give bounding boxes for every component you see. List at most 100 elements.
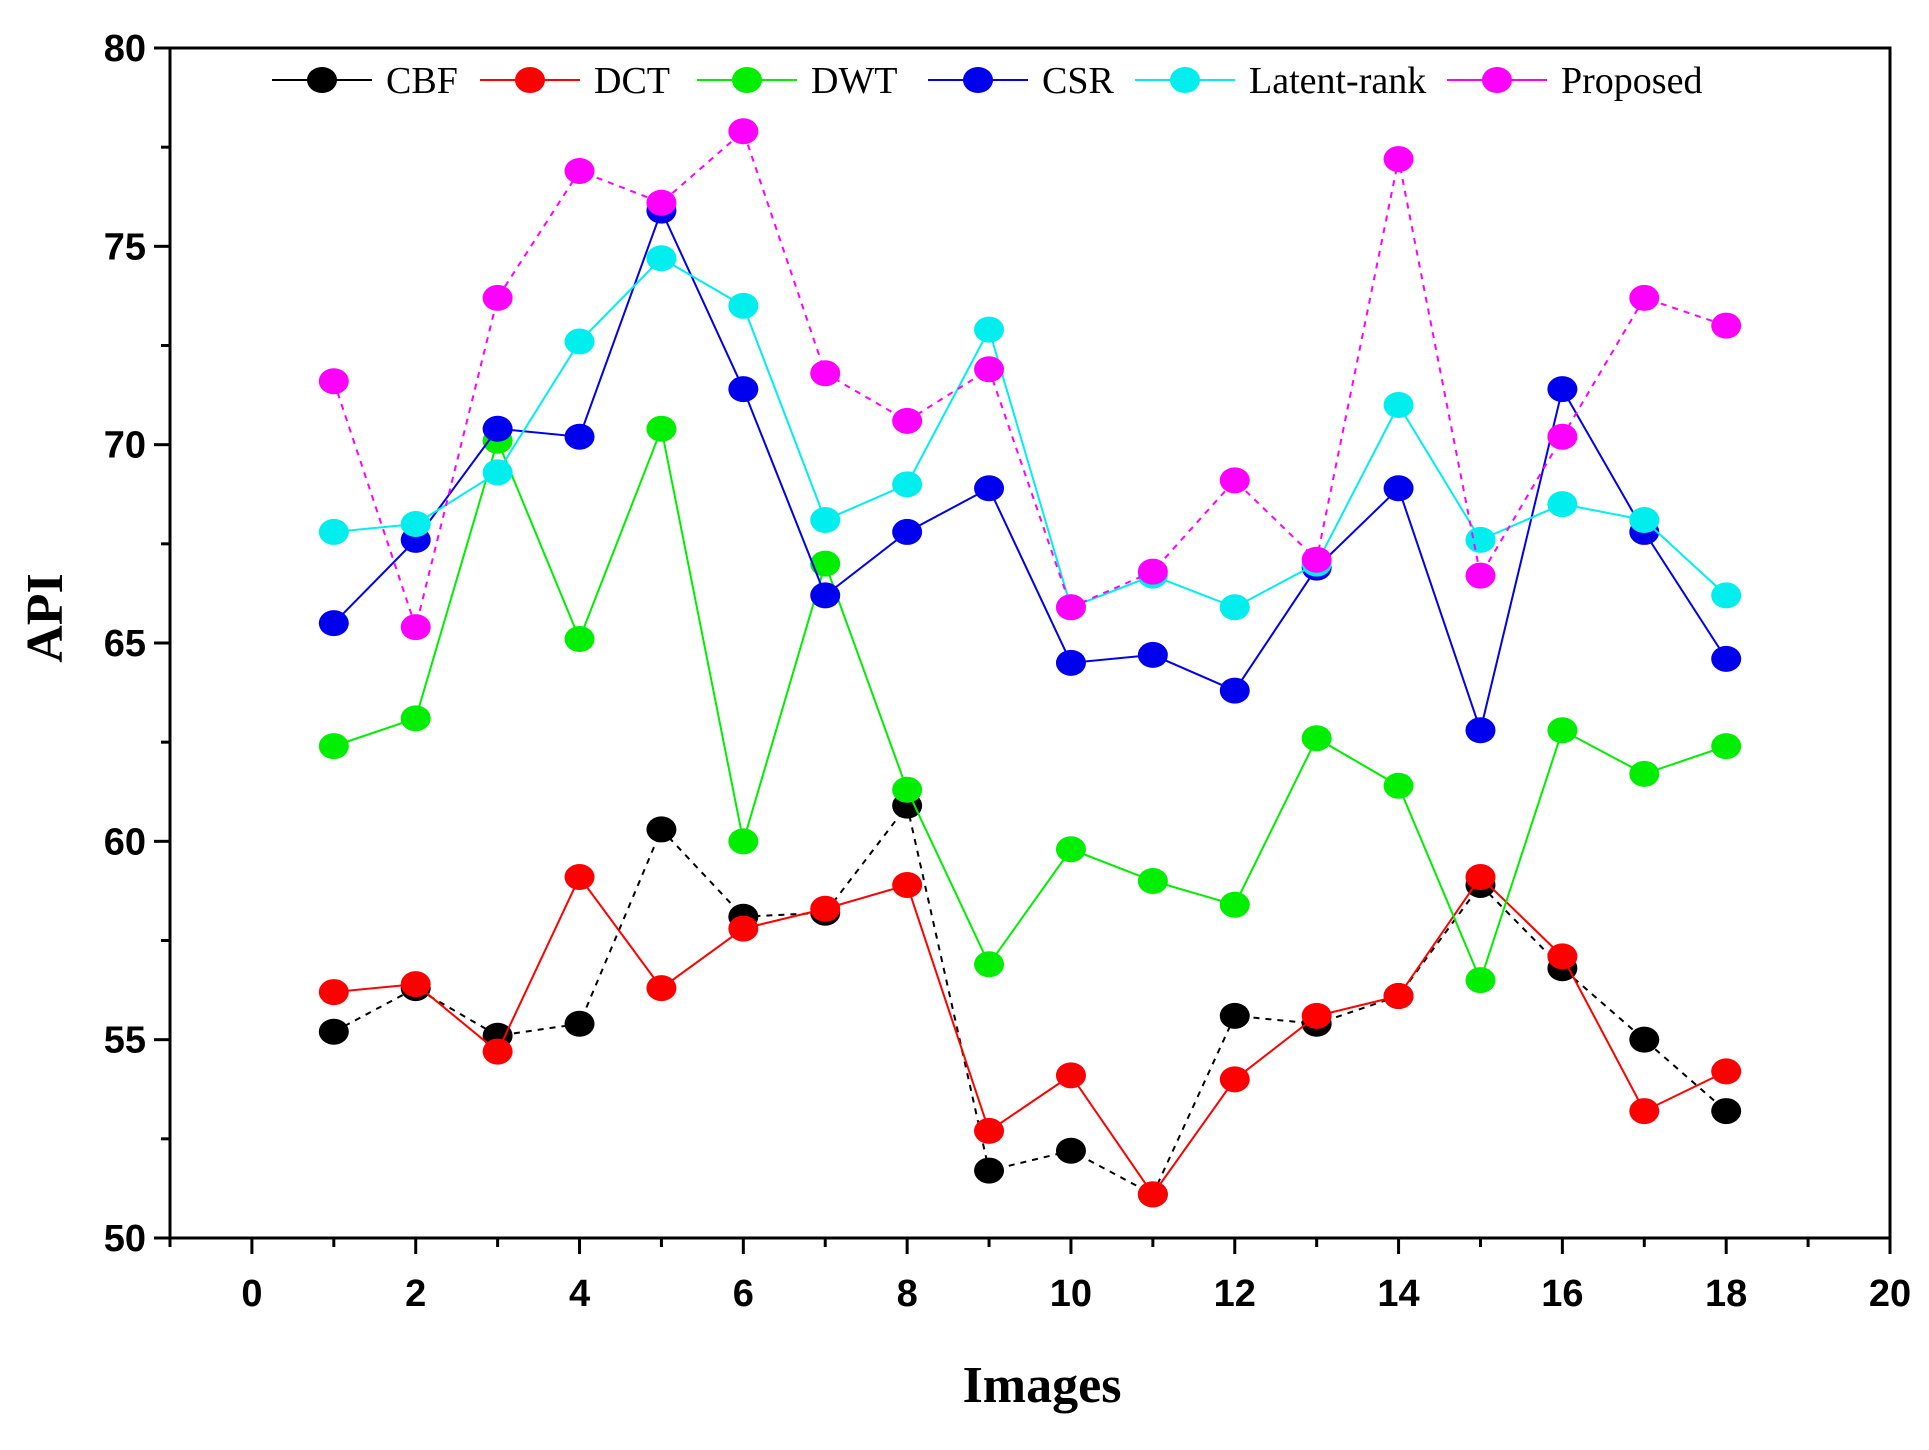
- legend-label-cbf: CBF: [386, 60, 458, 102]
- data-point-latent-rank: [1219, 594, 1250, 621]
- data-point-dwt: [1301, 725, 1332, 752]
- data-point-csr: [564, 423, 595, 450]
- data-point-csr: [482, 415, 513, 442]
- data-point-latent-rank: [1383, 392, 1414, 418]
- legend-marker-cbf: [307, 67, 337, 93]
- data-point-dct: [564, 864, 595, 891]
- y-tick-label: 60: [104, 821, 146, 863]
- y-tick-label: 70: [104, 425, 146, 467]
- x-tick-label: 12: [1214, 1273, 1256, 1315]
- data-point-dct: [1301, 1002, 1332, 1029]
- x-tick-label: 20: [1869, 1273, 1911, 1315]
- legend-marker-latent-rank: [1170, 67, 1200, 93]
- data-point-dct: [646, 975, 677, 1002]
- data-point-dwt: [974, 951, 1005, 978]
- data-point-proposed: [400, 614, 431, 641]
- data-point-proposed: [1465, 562, 1496, 589]
- legend-entry-csr: CSR: [928, 60, 1114, 102]
- series-line-proposed: [332, 129, 1727, 631]
- legend-entry-proposed: Proposed: [1447, 60, 1702, 102]
- legend-entry-latent-rank: Latent-rank: [1135, 60, 1426, 102]
- legend-label-proposed: Proposed: [1561, 60, 1702, 102]
- legend-marker-dct: [515, 67, 545, 93]
- x-tick-label: 14: [1377, 1273, 1419, 1315]
- data-point-csr: [1055, 649, 1086, 676]
- data-point-dct: [728, 915, 759, 942]
- data-point-proposed: [810, 360, 841, 387]
- data-point-csr: [810, 582, 841, 609]
- legend-marker-csr: [963, 67, 993, 93]
- data-point-proposed: [1711, 312, 1742, 339]
- data-point-proposed: [1383, 146, 1414, 173]
- x-axis-title: Images: [963, 1357, 1122, 1414]
- data-point-proposed: [974, 356, 1005, 383]
- series-dwt: [318, 415, 1742, 994]
- data-point-dwt: [1219, 891, 1250, 918]
- data-point-csr: [1465, 717, 1496, 744]
- data-point-csr: [892, 518, 923, 545]
- x-tick-label: 8: [897, 1273, 918, 1315]
- axes: 0 2 4 6 8 10 12 14 16 18 20 50 55 60 65 70 75 80: [104, 28, 1911, 1315]
- data-point-csr: [1383, 475, 1414, 502]
- data-point-cbf: [1055, 1137, 1086, 1164]
- y-tick-label: 65: [104, 623, 146, 665]
- data-point-latent-rank: [810, 507, 841, 534]
- data-point-latent-rank: [1629, 507, 1660, 534]
- data-point-latent-rank: [974, 316, 1005, 343]
- data-point-dwt: [1547, 717, 1578, 744]
- data-point-cbf: [646, 816, 677, 843]
- data-point-dwt: [1383, 772, 1414, 799]
- y-tick-label: 75: [104, 226, 146, 268]
- data-point-cbf: [318, 1018, 349, 1045]
- x-tick-label: 2: [405, 1273, 426, 1315]
- x-tick-label: 0: [241, 1273, 262, 1315]
- data-point-cbf: [974, 1157, 1005, 1184]
- x-tick-label: 6: [733, 1273, 754, 1315]
- data-point-dwt: [646, 415, 677, 442]
- data-point-proposed: [1055, 594, 1086, 621]
- data-point-proposed: [318, 368, 349, 395]
- data-point-latent-rank: [728, 292, 759, 319]
- legend-entry-dct: DCT: [480, 60, 670, 102]
- data-point-dct: [974, 1117, 1005, 1144]
- series-cbf: [318, 792, 1742, 1208]
- data-point-dwt: [400, 705, 431, 732]
- plot-frame: [168, 46, 1892, 1240]
- data-point-proposed: [646, 189, 677, 216]
- data-point-dct: [810, 895, 841, 922]
- data-point-dct: [1137, 1181, 1168, 1208]
- legend-label-dwt: DWT: [811, 60, 898, 102]
- data-point-csr: [974, 475, 1005, 502]
- data-point-cbf: [564, 1010, 595, 1037]
- x-tick-label: 10: [1050, 1273, 1092, 1315]
- y-tick-label: 55: [104, 1020, 146, 1062]
- legend-marker-dwt: [732, 67, 762, 93]
- data-point-cbf: [1629, 1026, 1660, 1053]
- data-point-dct: [1547, 943, 1578, 970]
- data-point-proposed: [1629, 284, 1660, 311]
- data-point-dct: [1711, 1058, 1742, 1085]
- data-point-dct: [1219, 1066, 1250, 1093]
- data-point-cbf: [1219, 1002, 1250, 1029]
- data-point-proposed: [892, 407, 923, 434]
- data-point-dct: [1055, 1062, 1086, 1089]
- data-point-latent-rank: [482, 459, 513, 486]
- data-point-proposed: [728, 118, 759, 145]
- data-point-latent-rank: [318, 518, 349, 545]
- x-tick-label: 16: [1541, 1273, 1583, 1315]
- data-point-csr: [1547, 376, 1578, 403]
- x-tick-label: 4: [569, 1273, 590, 1315]
- data-point-dwt: [1465, 967, 1496, 994]
- data-point-dct: [318, 979, 349, 1006]
- data-point-dwt: [1055, 836, 1086, 863]
- data-point-csr: [1711, 645, 1742, 672]
- data-point-dct: [892, 871, 923, 898]
- data-point-proposed: [1137, 558, 1168, 585]
- data-point-dwt: [810, 550, 841, 577]
- data-point-proposed: [1301, 546, 1332, 573]
- data-point-proposed: [1547, 423, 1578, 450]
- data-point-csr: [318, 610, 349, 637]
- data-point-csr: [728, 376, 759, 403]
- legend-label-dct: DCT: [594, 60, 670, 102]
- data-point-dwt: [564, 626, 595, 653]
